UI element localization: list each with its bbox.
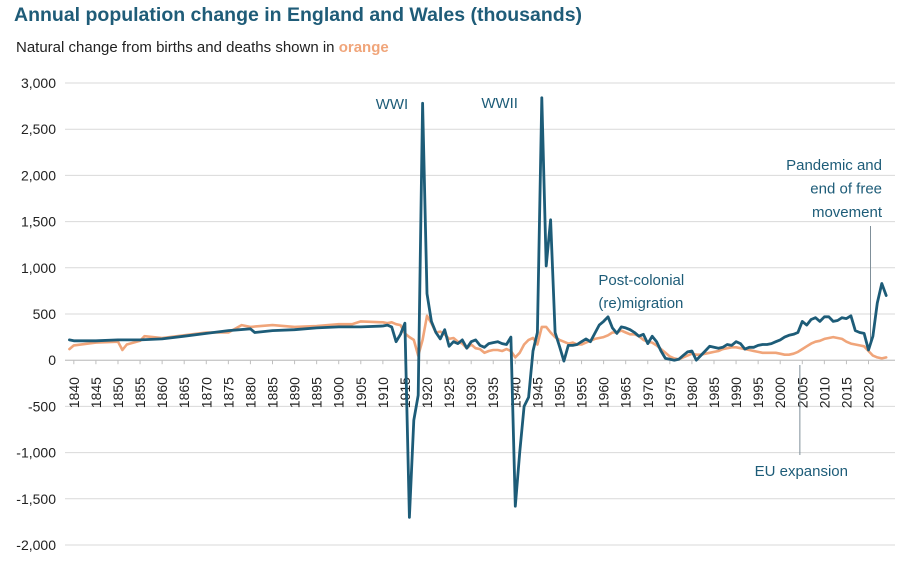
x-tick-label: 1855 — [132, 377, 148, 408]
x-tick-label: 1915 — [397, 377, 413, 408]
y-tick-label: 0 — [48, 352, 56, 368]
x-tick-label: 1935 — [485, 377, 501, 408]
x-tick-label: 1885 — [265, 377, 281, 408]
annotation-post-colonial-line: (re)migration — [598, 295, 683, 312]
y-tick-label: 1,500 — [21, 214, 56, 230]
subtitle-highlight: orange — [338, 39, 389, 56]
y-tick-label: -500 — [28, 398, 56, 414]
y-tick-label: -2,000 — [16, 537, 56, 553]
subtitle-text: Natural change from births and deaths sh… — [16, 39, 339, 56]
x-tick-label: 1990 — [728, 377, 744, 408]
x-tick-label: 1970 — [640, 377, 656, 408]
x-tick-label: 1925 — [441, 377, 457, 408]
annotation-post-colonial-line: Post-colonial — [598, 272, 684, 289]
y-tick-label: -1,500 — [16, 491, 56, 507]
x-tick-label: 1900 — [331, 377, 347, 408]
x-tick-label: 1965 — [618, 377, 634, 408]
x-tick-label: 1845 — [88, 377, 104, 408]
y-tick-label: -1,000 — [16, 445, 56, 461]
x-tick-label: 1975 — [662, 377, 678, 408]
x-axis: 1840 1845 1850 1855 1860 1865 1870 1875 1880 1885… — [65, 359, 895, 408]
x-tick-label: 2015 — [838, 377, 854, 408]
x-tick-label: 1880 — [242, 377, 258, 408]
annotation-pandemic-line: movement — [812, 204, 883, 221]
series-natural-change-line — [68, 314, 888, 361]
x-tick-label: 1870 — [198, 377, 214, 408]
x-tick-label: 1980 — [684, 377, 700, 408]
x-tick-label: 2010 — [816, 377, 832, 408]
x-tick-label: 1920 — [419, 377, 435, 408]
annotation-pandemic-line: Pandemic and — [786, 157, 882, 174]
annotations: WWI WWII Post-colonial (re)migration Pandemi… — [376, 95, 883, 480]
x-tick-label: 1960 — [596, 377, 612, 408]
y-tick-label: 500 — [33, 306, 57, 322]
y-tick-label: 2,000 — [21, 167, 56, 183]
x-tick-label: 1945 — [529, 377, 545, 408]
x-tick-label: 1875 — [220, 377, 236, 408]
x-tick-label: 1865 — [176, 377, 192, 408]
chart-title: Annual population change in England and … — [14, 4, 583, 26]
annotation-wwii: WWII — [481, 95, 518, 112]
x-tick-label: 1850 — [110, 377, 126, 408]
x-tick-label: 1905 — [353, 377, 369, 408]
x-tick-label: 1985 — [706, 377, 722, 408]
x-tick-label: 1940 — [507, 377, 523, 408]
x-tick-label: 1890 — [287, 377, 303, 408]
x-tick-label: 1860 — [154, 377, 170, 408]
x-tick-label: 1955 — [574, 377, 590, 408]
x-tick-label: 2000 — [772, 377, 788, 408]
x-tick-label: 1840 — [66, 377, 82, 408]
x-tick-label: 2005 — [794, 377, 810, 408]
x-tick-label: 2020 — [861, 377, 877, 408]
x-tick-label: 1950 — [551, 377, 567, 408]
x-tick-label: 1895 — [309, 377, 325, 408]
annotation-wwi: WWI — [376, 96, 408, 113]
y-tick-label: 1,000 — [21, 260, 56, 276]
chart-subtitle: Natural change from births and deaths sh… — [16, 39, 389, 56]
x-tick-label: 1930 — [463, 377, 479, 408]
series-group — [68, 96, 888, 519]
x-tick-label: 1910 — [375, 377, 391, 408]
x-tick-label: 1995 — [750, 377, 766, 408]
annotation-pandemic-line: end of free — [810, 181, 882, 198]
y-tick-label: 2,500 — [21, 121, 56, 137]
series-total-change-line — [68, 96, 888, 519]
annotation-eu-expansion: EU expansion — [755, 463, 848, 480]
y-axis: 3,000 2,500 2,000 1,500 1,000 500 0 -500 -1,000 -… — [16, 75, 56, 553]
y-tick-label: 3,000 — [21, 75, 56, 91]
